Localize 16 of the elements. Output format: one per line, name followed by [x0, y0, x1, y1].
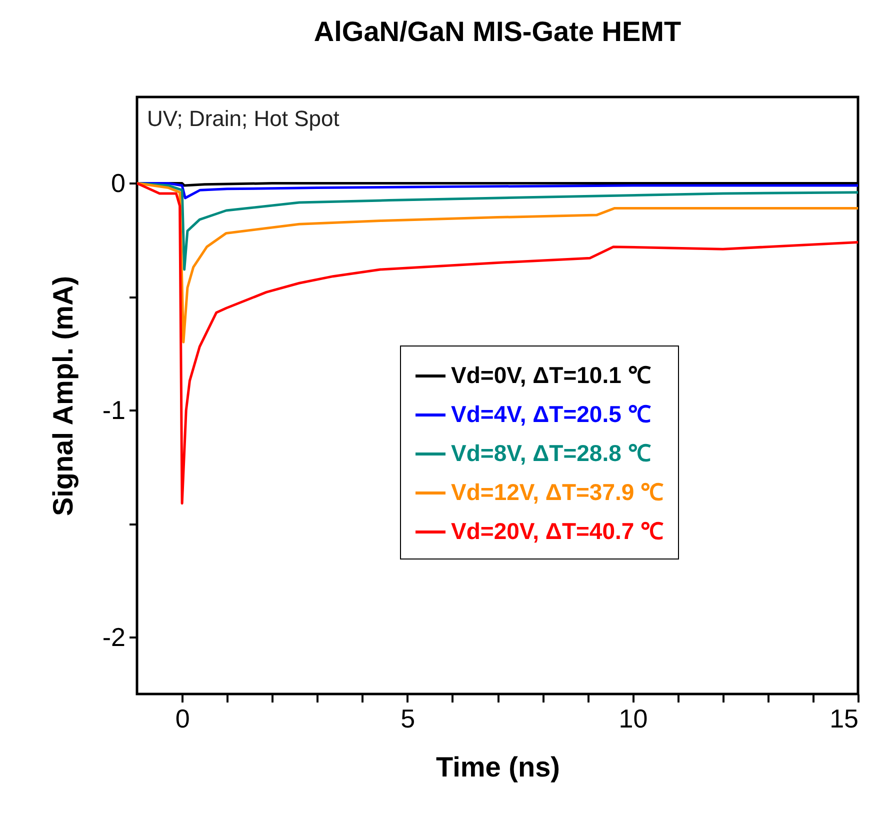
- legend-label: Vd=20V, ΔT=40.7 ℃: [451, 518, 664, 544]
- annotation: UV; Drain; Hot Spot: [147, 106, 340, 131]
- legend-label: Vd=8V, ΔT=28.8 ℃: [451, 440, 651, 466]
- chart-title: AlGaN/GaN MIS-Gate HEMT: [314, 16, 682, 47]
- legend-label: Vd=4V, ΔT=20.5 ℃: [451, 401, 651, 427]
- legend-label: Vd=12V, ΔT=37.9 ℃: [451, 479, 664, 505]
- y-tick-label: 0: [111, 168, 126, 198]
- y-tick-label: -1: [102, 394, 126, 425]
- legend-label: Vd=0V, ΔT=10.1 ℃: [451, 362, 651, 388]
- x-axis-title: Time (ns): [436, 752, 560, 782]
- x-tick-label: 5: [400, 704, 416, 734]
- y-tick-label: -2: [102, 622, 126, 652]
- x-tick-label: 10: [618, 704, 648, 734]
- x-tick-label: 15: [830, 704, 858, 734]
- y-axis-title: Signal Ampl. (mA): [47, 276, 78, 516]
- x-tick-label: 0: [175, 704, 190, 734]
